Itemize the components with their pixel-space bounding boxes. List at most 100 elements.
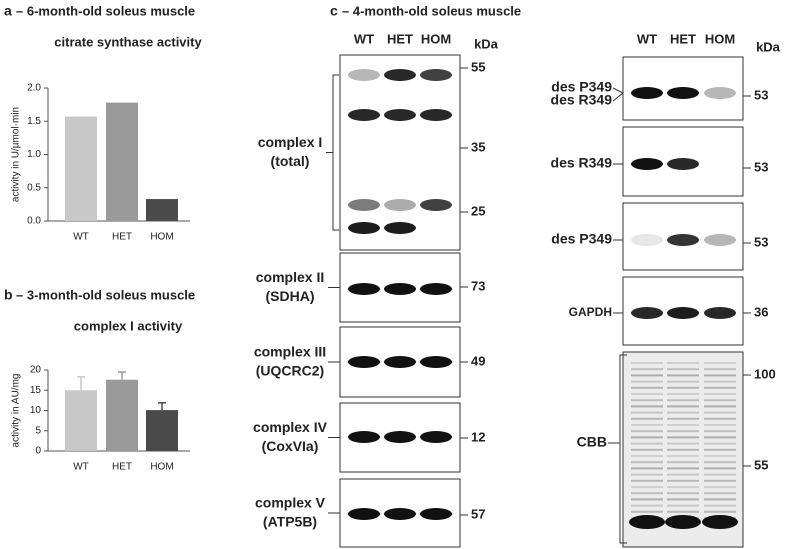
band [420, 431, 452, 443]
band [384, 283, 416, 295]
gel-band [667, 362, 699, 364]
blot-label: GAPDH [569, 305, 612, 319]
lane-label: WT [637, 31, 657, 46]
chart-subtitle: complex I activity [74, 318, 183, 333]
gel-band [631, 374, 663, 377]
gel-band [665, 515, 701, 529]
band [631, 87, 663, 99]
marker-label: 53 [754, 159, 768, 174]
band [667, 158, 699, 170]
y-tick-label: 0.0 [27, 216, 41, 227]
marker-label: 35 [471, 139, 485, 154]
x-tick-label: WT [73, 232, 89, 243]
unit-label: kDa [756, 39, 781, 54]
gel-band [704, 393, 736, 395]
y-tick-label: 0 [35, 446, 41, 457]
band [631, 307, 663, 319]
gel-band [704, 448, 736, 451]
gel-band [667, 368, 699, 371]
lane-label: HET [387, 31, 413, 46]
gel-band [667, 448, 699, 451]
blot-label: (UQCRC2) [256, 363, 324, 379]
gel-band [631, 424, 663, 426]
lane-label: WT [354, 31, 374, 46]
marker-label: 55 [754, 457, 768, 472]
band [420, 283, 452, 295]
band [420, 508, 452, 520]
gel-band [631, 510, 663, 513]
blot-label: complex V [255, 495, 326, 511]
marker-label: 73 [471, 278, 485, 293]
blot-label: complex II [256, 269, 324, 285]
gel-band [667, 399, 699, 402]
blot-frame [622, 351, 744, 548]
band [631, 234, 663, 246]
gel-band [704, 510, 736, 513]
y-tick-label: 2.0 [27, 83, 41, 94]
gel-band [631, 368, 663, 371]
chart-title: – 3-month-old soleus muscle [16, 287, 195, 302]
gel-band [704, 455, 736, 457]
panel-label: a [4, 3, 12, 19]
gel-band [631, 461, 663, 464]
band [348, 431, 380, 443]
gel-band [704, 467, 736, 470]
marker-label: 53 [754, 234, 768, 249]
gel-band [704, 442, 736, 445]
band [384, 69, 416, 81]
band [667, 234, 699, 246]
gel-band [667, 504, 699, 507]
gel-band [631, 448, 663, 451]
band [348, 199, 380, 211]
band [704, 234, 736, 246]
gel-band [667, 442, 699, 445]
gel-band [704, 368, 736, 371]
blot-label: des R349 [551, 155, 613, 171]
gel-band [631, 430, 663, 433]
marker-label: 36 [754, 304, 768, 319]
unit-label: kDa [474, 36, 499, 51]
bar [146, 410, 178, 451]
y-tick-label: 15 [30, 385, 42, 396]
blot-label: (total) [271, 153, 310, 169]
bar [65, 116, 97, 221]
x-tick-label: HOM [150, 232, 173, 243]
gel-band [667, 430, 699, 433]
gel-band [631, 504, 663, 507]
gel-band [631, 498, 663, 501]
x-tick-label: HET [112, 232, 132, 243]
marker-label: 49 [471, 353, 485, 368]
x-tick-label: HET [112, 462, 132, 473]
bar [65, 390, 97, 451]
band [420, 356, 452, 368]
bar [106, 379, 138, 451]
x-tick-label: WT [73, 462, 89, 473]
gel-band [667, 424, 699, 426]
x-tick-label: HOM [150, 462, 173, 473]
band [384, 356, 416, 368]
lane-label: HET [670, 31, 696, 46]
gel-band [667, 455, 699, 457]
band [420, 69, 452, 81]
gel-band [704, 405, 736, 408]
gel-band [704, 374, 736, 377]
gel-band [631, 473, 663, 476]
gel-band [704, 386, 736, 389]
marker-label: 57 [471, 506, 485, 521]
gel-band [631, 455, 663, 457]
blot-label: complex I [258, 134, 323, 150]
gel-band [704, 486, 736, 488]
gel-band [667, 467, 699, 470]
gel-band [704, 380, 736, 383]
blot-label: (ATP5B) [263, 514, 317, 530]
blot-label: complex III [254, 344, 326, 360]
gel-band [704, 436, 736, 439]
gel-band [704, 362, 736, 364]
gel-band [704, 498, 736, 501]
gel-band [631, 380, 663, 383]
bracket [332, 74, 339, 231]
blot-label: des P349 [551, 231, 612, 247]
gel-band [667, 386, 699, 389]
